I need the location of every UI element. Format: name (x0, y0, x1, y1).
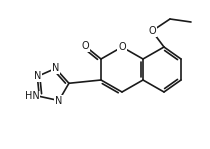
Text: O: O (81, 41, 89, 51)
Text: HN: HN (25, 91, 39, 101)
Text: O: O (118, 42, 126, 52)
Text: N: N (55, 96, 63, 105)
Text: O: O (148, 26, 156, 36)
Text: N: N (52, 63, 59, 73)
Text: N: N (34, 72, 41, 82)
